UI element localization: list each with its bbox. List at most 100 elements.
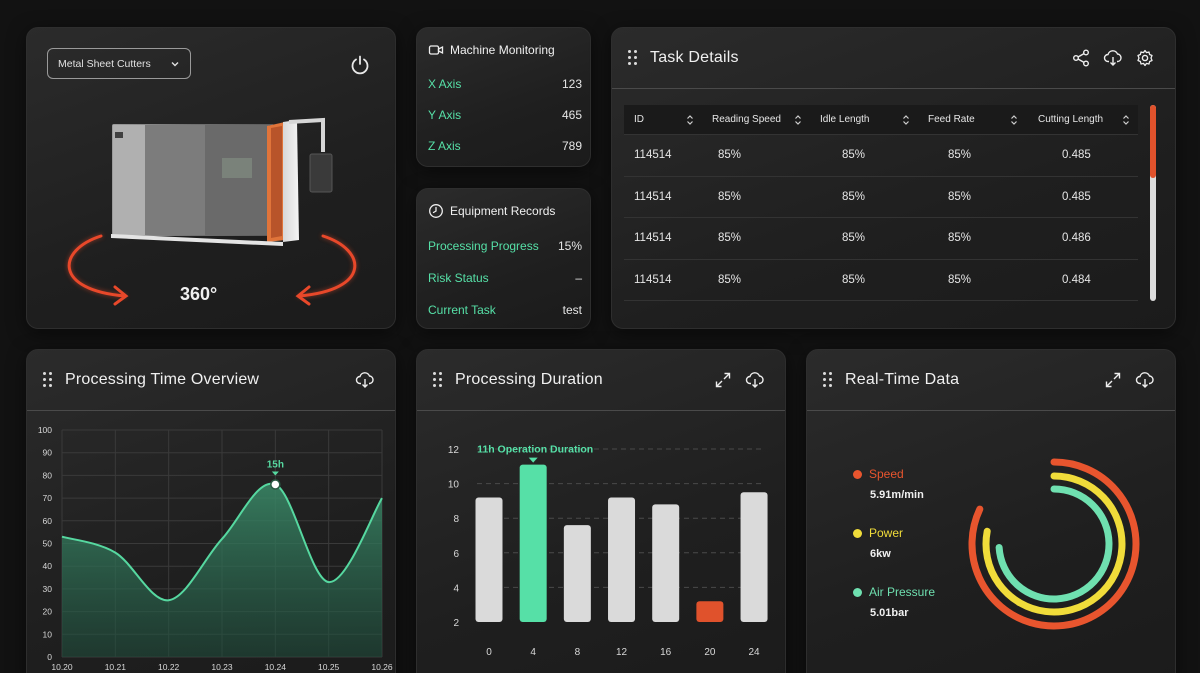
expand-icon[interactable] bbox=[1103, 370, 1123, 390]
task-details-card: Task Details ID Reading Speed Idle Lengt… bbox=[611, 27, 1176, 329]
sort-icon bbox=[903, 114, 909, 125]
drag-handle-icon[interactable] bbox=[823, 372, 833, 388]
table-cell: 85% bbox=[948, 273, 972, 286]
monitoring-row: X Axis 123 bbox=[428, 77, 582, 91]
table-row[interactable]: 114514 85% 85% 85% 0.486 bbox=[624, 218, 1138, 260]
real-time-data-card: Real-Time Data Speed 5.91m/min Power 6kw… bbox=[806, 349, 1176, 673]
legend-dot bbox=[853, 528, 862, 538]
monitoring-row: Z Axis 789 bbox=[428, 139, 582, 153]
legend-value: 5.91m/min bbox=[870, 489, 924, 501]
machine-card: Metal Sheet Cutters bbox=[26, 27, 396, 329]
records-value: – bbox=[575, 271, 582, 285]
column-header-label: ID bbox=[634, 114, 644, 125]
x-tick-label: 10.23 bbox=[211, 662, 233, 672]
realtime-header: Real-Time Data bbox=[807, 350, 1175, 411]
monitoring-label: Y Axis bbox=[428, 108, 462, 122]
sort-icon bbox=[1011, 114, 1017, 125]
table-cell: 0.486 bbox=[1062, 232, 1091, 245]
power-icon[interactable] bbox=[349, 54, 371, 76]
processing-duration-card: Processing Duration 2 4 6 8 10 12 0 4 8 12 16 20 24 1… bbox=[416, 349, 786, 673]
y-tick-label: 100 bbox=[38, 425, 52, 435]
table-cell: 85% bbox=[948, 232, 972, 245]
column-header-label: Idle Length bbox=[820, 114, 870, 125]
x-tick-label: 10.26 bbox=[371, 662, 393, 672]
table-row[interactable]: 114514 85% 85% 85% 0.485 bbox=[624, 135, 1138, 177]
ring-arc bbox=[982, 472, 1126, 616]
share-icon[interactable] bbox=[1071, 48, 1091, 68]
table-row[interactable]: 114514 85% 85% 85% 0.485 bbox=[624, 177, 1138, 218]
settings-gear-icon[interactable] bbox=[1135, 48, 1155, 68]
bar bbox=[652, 504, 680, 622]
ring-arc bbox=[968, 458, 1140, 630]
column-header-label: Cutting Length bbox=[1038, 114, 1104, 125]
records-value: test bbox=[562, 303, 582, 317]
y-tick-label: 0 bbox=[47, 652, 52, 662]
bar bbox=[608, 497, 636, 622]
time-overview-title: Processing Time Overview bbox=[65, 371, 260, 388]
table-cell: 85% bbox=[718, 232, 742, 245]
highlight-pointer bbox=[271, 471, 279, 476]
x-tick-label: 0 bbox=[486, 647, 492, 658]
table-cell: 85% bbox=[842, 232, 866, 245]
table-cell: 85% bbox=[718, 190, 742, 203]
y-tick-label: 4 bbox=[453, 583, 459, 594]
legend-name: Power bbox=[869, 526, 904, 540]
table-cell: 85% bbox=[842, 149, 866, 162]
cloud-download-icon[interactable] bbox=[745, 370, 765, 390]
column-header-reading-speed[interactable]: Reading Speed bbox=[702, 114, 810, 125]
monitoring-row: Y Axis 465 bbox=[428, 108, 582, 122]
sort-icon bbox=[795, 114, 801, 125]
monitoring-title: Machine Monitoring bbox=[450, 43, 555, 57]
drag-handle-icon[interactable] bbox=[433, 372, 443, 388]
expand-icon[interactable] bbox=[713, 370, 733, 390]
table-scrollbar-thumb[interactable] bbox=[1150, 105, 1156, 178]
table-scrollbar-track[interactable] bbox=[1150, 105, 1156, 301]
series-line bbox=[61, 482, 383, 602]
machine-selector-value: Metal Sheet Cutters bbox=[58, 57, 151, 70]
y-tick-label: 10 bbox=[43, 629, 53, 639]
table-row[interactable]: 114514 85% 85% 85% 0.484 bbox=[624, 260, 1138, 301]
rotation-arrows bbox=[67, 234, 357, 306]
camera-icon bbox=[428, 42, 444, 58]
column-header-id[interactable]: ID bbox=[624, 114, 702, 125]
highlight-label: 15h bbox=[267, 459, 284, 470]
y-tick-label: 20 bbox=[43, 607, 53, 617]
drag-handle-icon[interactable] bbox=[628, 50, 638, 66]
task-title: Task Details bbox=[650, 49, 739, 66]
annotation-pointer bbox=[528, 457, 538, 463]
processing-time-area-chart: 0 10 20 30 40 50 60 70 80 90 100 10.20 10.21 10.22 10.… bbox=[38, 425, 393, 672]
column-header-cutting-length[interactable]: Cutting Length bbox=[1026, 114, 1138, 125]
legend-speed: Speed 5.91m/min bbox=[853, 467, 924, 501]
column-header-idle-length[interactable]: Idle Length bbox=[810, 114, 918, 125]
ring-arc bbox=[995, 485, 1113, 603]
legend-value: 5.01bar bbox=[870, 607, 909, 619]
y-tick-label: 70 bbox=[43, 493, 53, 503]
area-fill bbox=[62, 483, 382, 657]
cloud-download-icon[interactable] bbox=[1135, 370, 1155, 390]
table-cell: 85% bbox=[948, 149, 972, 162]
y-tick-label: 30 bbox=[43, 584, 53, 594]
y-tick-label: 50 bbox=[43, 539, 53, 549]
duration-title: Processing Duration bbox=[455, 371, 603, 388]
monitoring-label: X Axis bbox=[428, 77, 462, 91]
records-label: Processing Progress bbox=[428, 239, 539, 253]
records-header: Equipment Records bbox=[428, 203, 555, 219]
x-tick-label: 24 bbox=[748, 647, 760, 658]
table-cell: 85% bbox=[718, 149, 742, 162]
column-header-label: Feed Rate bbox=[928, 114, 975, 125]
cloud-download-icon[interactable] bbox=[1103, 48, 1123, 68]
records-label: Risk Status bbox=[428, 271, 489, 285]
cloud-download-icon[interactable] bbox=[355, 370, 375, 390]
x-tick-label: 10.25 bbox=[318, 662, 340, 672]
drag-handle-icon[interactable] bbox=[43, 372, 53, 388]
x-tick-label: 4 bbox=[530, 647, 536, 658]
y-tick-label: 40 bbox=[43, 561, 53, 571]
real-time-ring-chart bbox=[968, 458, 1140, 630]
machine-selector[interactable]: Metal Sheet Cutters bbox=[47, 48, 191, 79]
x-tick-label: 10.20 bbox=[51, 662, 73, 672]
machine-illustration bbox=[67, 117, 357, 306]
rotation-label: 360° bbox=[180, 284, 218, 304]
table-cell: 114514 bbox=[634, 273, 672, 286]
column-header-feed-rate[interactable]: Feed Rate bbox=[918, 114, 1026, 125]
